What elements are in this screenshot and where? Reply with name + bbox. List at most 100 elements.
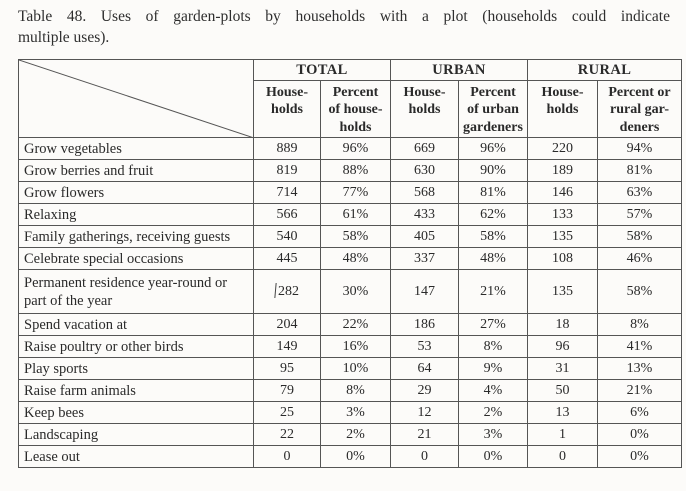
cell-rural-percent: 0% — [597, 423, 682, 447]
cell-urban-percent: 3% — [458, 423, 528, 447]
table-caption-line1: Table 48. Uses of garden-plots by househ… — [18, 8, 670, 25]
table-row: Landscaping 22 2% 21 3% 1 0% — [18, 423, 682, 447]
cell-total-households: 540 — [253, 225, 321, 249]
cell-total-percent: 22% — [320, 313, 391, 337]
cell-total-households: 0 — [253, 445, 321, 469]
cell-total-percent: 58% — [320, 225, 391, 249]
row-label: Permanent residence year-round or part o… — [18, 269, 254, 315]
row-label: Family gatherings, receiving guests — [18, 225, 254, 249]
cell-urban-percent: 58% — [458, 225, 528, 249]
table-caption: Table 48. Uses of garden-plots by househ… — [18, 7, 670, 49]
table-row: Family gatherings, receiving guests 540 … — [18, 225, 682, 249]
cell-rural-percent: 58% — [597, 269, 682, 315]
row-label: Raise poultry or other birds — [18, 335, 254, 359]
cell-rural-percent: 94% — [597, 137, 682, 161]
cell-total-percent: 77% — [320, 181, 391, 205]
text-cursor-artifact — [274, 283, 277, 299]
cell-rural-percent: 41% — [597, 335, 682, 359]
cell-urban-households: 53 — [390, 335, 459, 359]
cell-urban-percent: 90% — [458, 159, 528, 183]
header-urban-percent: Percent of urban gardeners — [458, 79, 528, 139]
cell-total-percent: 96% — [320, 137, 391, 161]
cell-rural-percent: 46% — [597, 247, 682, 271]
cell-rural-households: 108 — [527, 247, 598, 271]
table-row: Celebrate special occasions 445 48% 337 … — [18, 247, 682, 271]
cell-total-percent: 48% — [320, 247, 391, 271]
cell-urban-percent: 2% — [458, 401, 528, 425]
cell-urban-percent: 48% — [458, 247, 528, 271]
cell-urban-percent: 8% — [458, 335, 528, 359]
cell-rural-households: 135 — [527, 225, 598, 249]
cell-rural-percent: 81% — [597, 159, 682, 183]
column-group-rural: RURAL — [527, 58, 682, 81]
table-row: Keep bees 25 3% 12 2% 13 6% — [18, 401, 682, 425]
cell-rural-percent: 21% — [597, 379, 682, 403]
cell-rural-households: 135 — [527, 269, 598, 315]
cell-urban-percent: 0% — [458, 445, 528, 469]
table-row: Grow vegetables 889 96% 669 96% 220 94% — [18, 137, 682, 161]
cell-total-households: 714 — [253, 181, 321, 205]
cell-urban-households: 669 — [390, 137, 459, 161]
cell-total-households: 566 — [253, 203, 321, 227]
table-row: Spend vacation at 204 22% 186 27% 18 8% — [18, 313, 682, 337]
header-total-percent: Percent of house- holds — [320, 79, 391, 139]
header-total-households: House- holds — [253, 79, 321, 139]
header-urban-households: House- holds — [390, 79, 459, 139]
table-row: Relaxing 566 61% 433 62% 133 57% — [18, 203, 682, 227]
cell-rural-households: 0 — [527, 445, 598, 469]
cell-urban-households: 186 — [390, 313, 459, 337]
cell-urban-households: 21 — [390, 423, 459, 447]
cell-rural-percent: 0% — [597, 445, 682, 469]
row-label: Relaxing — [18, 203, 254, 227]
cell-rural-households: 1 — [527, 423, 598, 447]
row-label: Grow flowers — [18, 181, 254, 205]
column-group-urban: URBAN — [390, 58, 528, 81]
row-label: Spend vacation at — [18, 313, 254, 337]
row-label: Celebrate special occasions — [18, 247, 254, 271]
cell-urban-percent: 62% — [458, 203, 528, 227]
table-row: Grow flowers 714 77% 568 81% 146 63% — [18, 181, 682, 205]
cell-urban-households: 0 — [390, 445, 459, 469]
cell-rural-households: 50 — [527, 379, 598, 403]
table-row: Raise poultry or other birds 149 16% 53 … — [18, 335, 682, 359]
cell-rural-households: 146 — [527, 181, 598, 205]
cell-total-households: 204 — [253, 313, 321, 337]
header-rural-percent: Percent or rural gar- deners — [597, 79, 682, 139]
header-rural-households: House- holds — [527, 79, 598, 139]
cell-rural-households: 133 — [527, 203, 598, 227]
row-label: Raise farm animals — [18, 379, 254, 403]
cell-rural-percent: 58% — [597, 225, 682, 249]
cell-urban-households: 630 — [390, 159, 459, 183]
cell-rural-percent: 6% — [597, 401, 682, 425]
cell-urban-households: 29 — [390, 379, 459, 403]
cell-total-households: 149 — [253, 335, 321, 359]
row-label: Keep bees — [18, 401, 254, 425]
cell-rural-households: 189 — [527, 159, 598, 183]
table-row: Play sports 95 10% 64 9% 31 13% — [18, 357, 682, 381]
cell-rural-households: 31 — [527, 357, 598, 381]
cell-urban-households: 405 — [390, 225, 459, 249]
table-row: Permanent residence year-round or part o… — [18, 269, 682, 315]
cell-rural-percent: 63% — [597, 181, 682, 205]
cell-rural-households: 18 — [527, 313, 598, 337]
cell-urban-households: 433 — [390, 203, 459, 227]
cell-urban-households: 64 — [390, 357, 459, 381]
cell-total-percent: 3% — [320, 401, 391, 425]
cell-total-percent: 30% — [320, 269, 391, 315]
row-label: Grow vegetables — [18, 137, 254, 161]
cell-total-percent: 0% — [320, 445, 391, 469]
cell-total-percent: 16% — [320, 335, 391, 359]
cell-rural-households: 96 — [527, 335, 598, 359]
cell-rural-households: 13 — [527, 401, 598, 425]
cell-urban-households: 147 — [390, 269, 459, 315]
cell-total-percent: 8% — [320, 379, 391, 403]
cell-total-percent: 88% — [320, 159, 391, 183]
row-label: Play sports — [18, 357, 254, 381]
cell-rural-households: 220 — [527, 137, 598, 161]
document-page: Table 48. Uses of garden-plots by househ… — [18, 7, 682, 469]
column-group-total: TOTAL — [253, 58, 391, 81]
cell-total-percent: 2% — [320, 423, 391, 447]
garden-plot-uses-table: TOTAL URBAN RURAL House- holds Percent o… — [18, 58, 682, 469]
cell-total-percent: 10% — [320, 357, 391, 381]
table-row: Raise farm animals 79 8% 29 4% 50 21% — [18, 379, 682, 403]
